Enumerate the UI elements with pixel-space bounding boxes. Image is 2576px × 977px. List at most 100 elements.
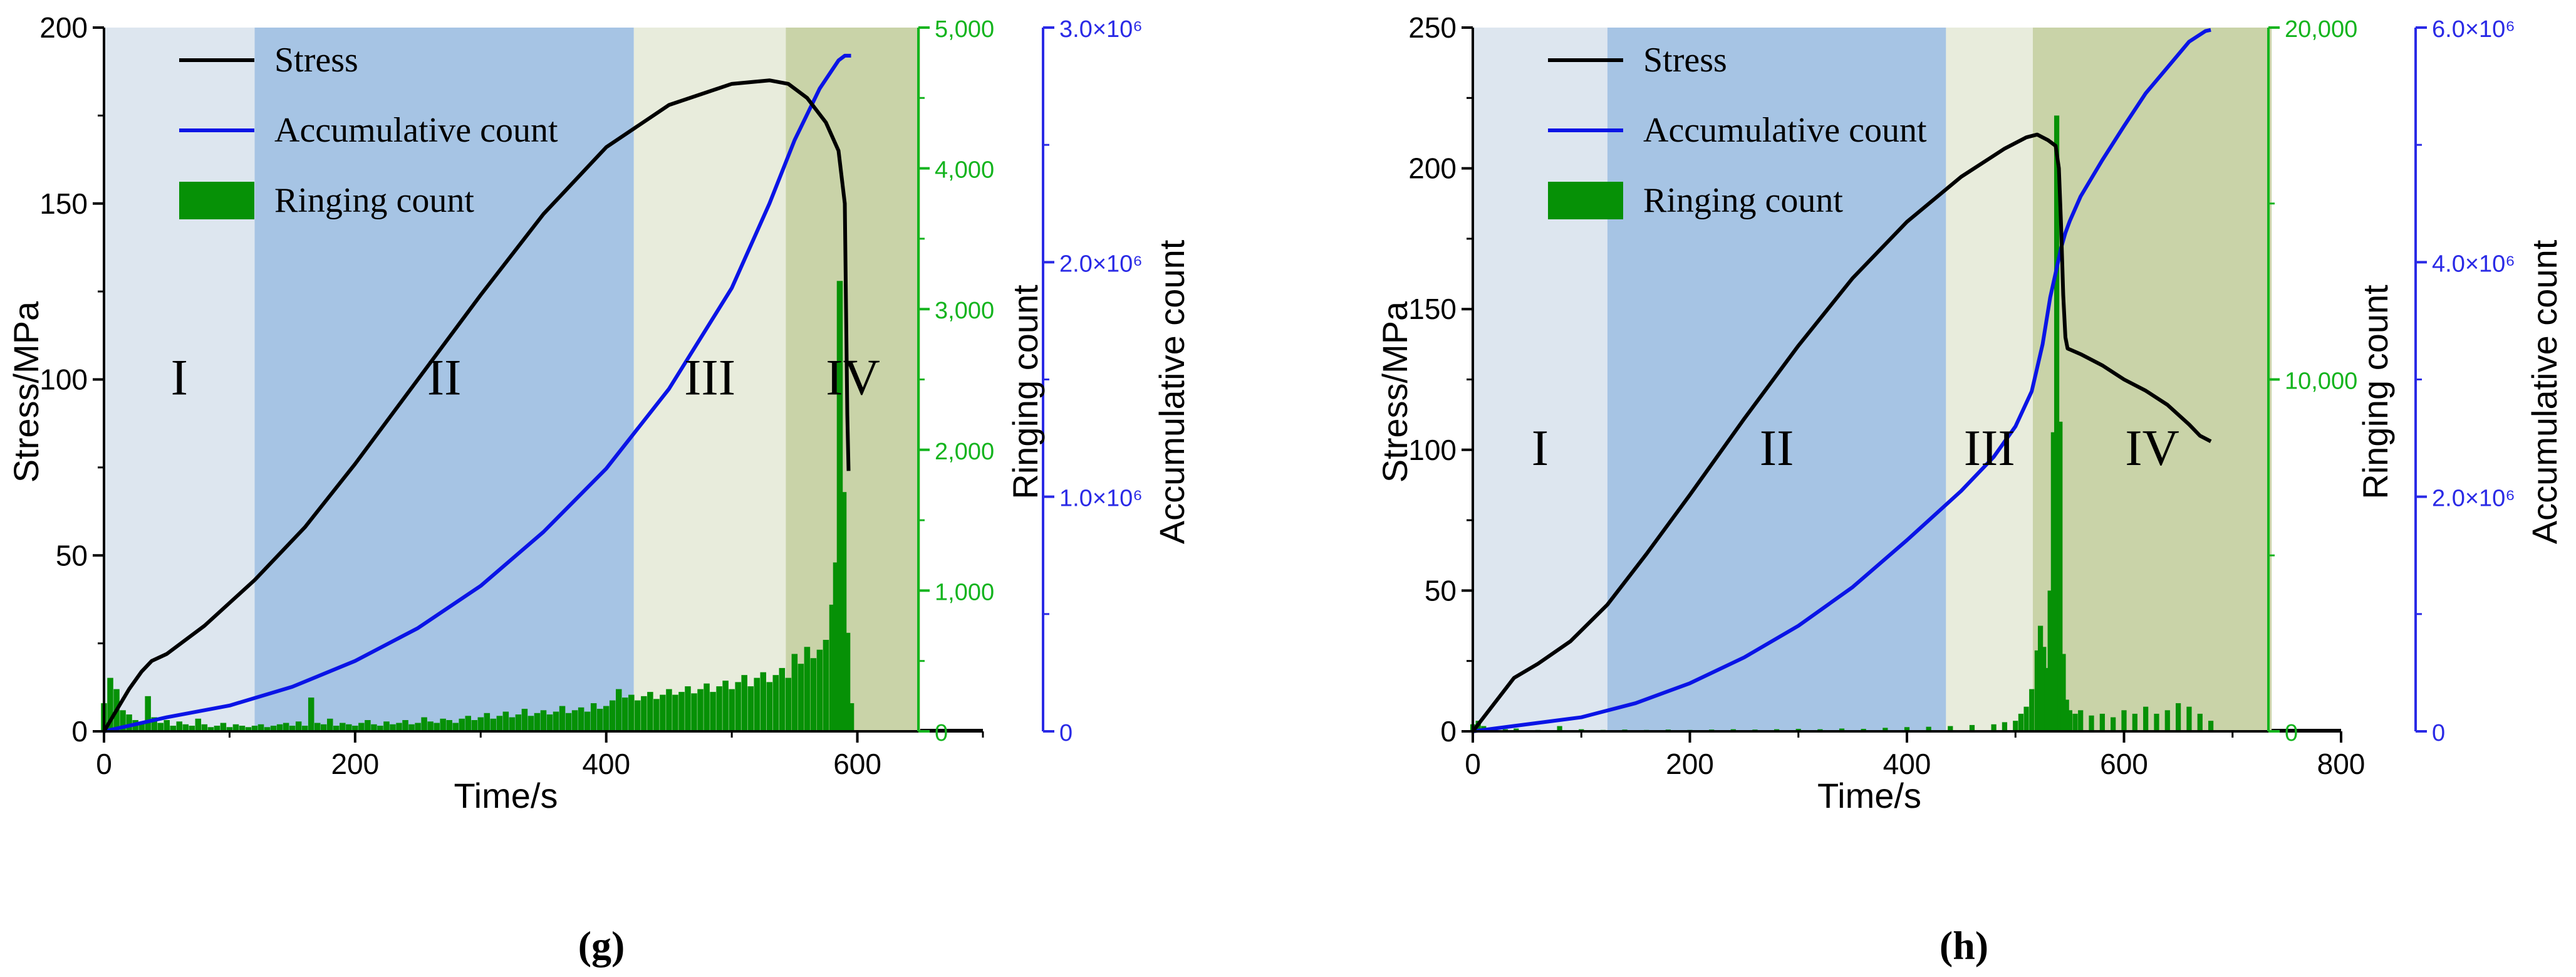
ringing-bar [283,723,289,731]
stage-1-region [104,28,255,731]
ringing-bar [257,724,264,731]
ringing-bar [710,692,716,731]
y3-tick-label: 0 [2432,720,2445,746]
ringing-bar [251,726,258,731]
ringing-bar [226,727,233,731]
ringing-bar [270,726,277,731]
ringing-bar [521,709,528,731]
legend-ringing-swatch [179,182,254,219]
ringing-bar [2208,721,2214,731]
ringing-bar [402,720,408,731]
ringing-bar [2044,667,2050,731]
y2-tick-label: 0 [2285,720,2298,746]
y-tick-label: 0 [1440,715,1457,748]
ringing-bar [1969,724,1975,731]
ringing-bar [691,693,697,731]
ringing-bar [1904,727,1910,731]
y-tick-label: 150 [1408,293,1457,325]
ringing-bar [772,675,779,731]
ringing-bar [2050,432,2057,731]
ringing-bar [590,703,597,731]
ringing-bar [559,706,566,731]
ringing-bar [2013,721,2018,731]
ringing-bar [2121,710,2127,731]
ringing-bar [421,717,427,731]
y3-tick-label: 4.0×10⁶ [2432,251,2515,277]
ringing-bar [823,640,829,731]
y3-tick-label: 2.0×10⁶ [2432,486,2515,512]
ringing-bar [2064,699,2069,731]
stage-2-region [254,28,634,731]
ringing-bar [2132,713,2137,731]
ringing-bar [527,716,534,731]
ringing-bar [415,723,421,731]
legend-accumulative-label: Accumulative count [274,111,558,150]
ringing-bar [157,723,164,731]
ringing-bar [239,726,246,731]
ringing-bar [182,724,189,731]
ringing-bar [164,720,170,731]
ringing-bar [201,724,208,731]
ringing-bar [741,675,747,731]
y-axis-title-accumulative: Accumulative count [1152,239,1192,544]
ringing-bar [534,713,541,731]
ringing-bar [371,724,377,731]
stage-1-region [1473,28,1607,731]
legend-ringing-label: Ringing count [274,181,474,220]
ringing-bar [320,724,327,731]
ringing-bar [2089,715,2094,731]
ringing-bar [804,647,811,731]
ringing-bar [540,710,547,731]
x-tick-label: 600 [833,748,881,780]
y-tick-label: 250 [1408,11,1457,44]
ringing-bar [697,689,704,731]
panel-label: (h) [1940,923,1988,968]
ringing-bar [446,720,452,731]
stage-3-region [633,28,786,731]
ringing-bar [502,711,509,731]
ringing-bar [276,724,283,731]
ringing-bar [747,686,754,731]
stage-label: I [1532,419,1549,476]
y-tick-label: 200 [1408,152,1457,185]
legend-ringing-label: Ringing count [1643,181,1843,220]
ringing-bar [1991,724,1997,731]
ringing-bar [452,723,459,731]
legend-accumulative-label: Accumulative count [1643,111,1927,150]
y2-tick-label: 0 [935,720,948,746]
legend-stress-label: Stress [1643,41,1727,80]
y3-tick-label: 3.0×10⁶ [1059,16,1143,43]
ringing-bar [2143,706,2149,731]
ringing-bar [2018,713,2024,731]
x-tick-label: 200 [1666,748,1714,780]
ringing-bar [578,707,584,731]
ringing-bar [107,677,113,731]
y2-tick-label: 20,000 [2285,16,2357,43]
ringing-bar [2041,647,2047,731]
ringing-bar [314,723,321,731]
ringing-bar [666,689,672,731]
ringing-bar [390,724,396,731]
ringing-bar [465,716,472,731]
ringing-bar [615,689,622,731]
ringing-bar [346,724,352,731]
ringing-bar [214,726,221,731]
stage-4-region [2032,28,2272,731]
stage-label: III [684,349,735,406]
ringing-bar [641,696,647,731]
ringing-bar [427,721,434,731]
ringing-bar [716,686,722,731]
ringing-bar [2057,421,2063,731]
ringing-bar [2078,710,2084,731]
ringing-bar [333,726,340,731]
ringing-bar [176,721,183,731]
ringing-bar [791,654,798,731]
ringing-bar [2154,713,2159,731]
y2-tick-label: 3,000 [935,298,994,324]
ringing-bar [138,723,145,731]
accumulative-count-line [103,53,851,733]
y2-tick-label: 1,000 [935,579,994,605]
x-axis-title: Time/s [454,776,558,815]
ringing-bar [2029,689,2035,731]
